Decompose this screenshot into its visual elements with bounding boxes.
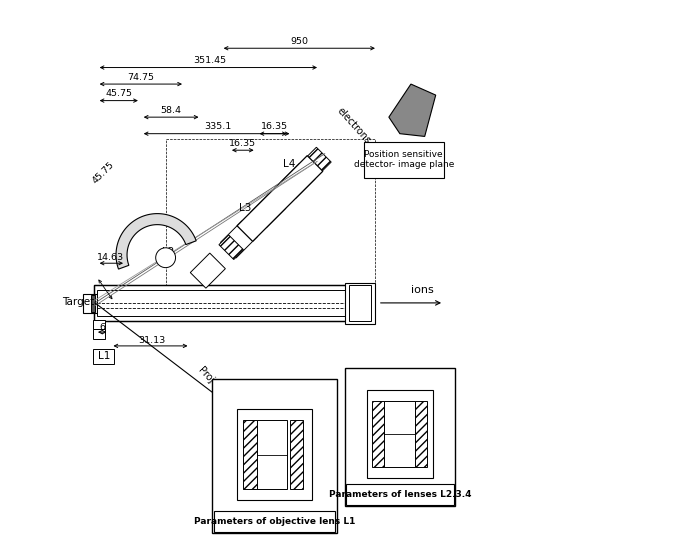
Text: 950: 950	[290, 37, 308, 45]
Text: 6: 6	[99, 323, 105, 332]
Text: Target: Target	[62, 297, 94, 307]
Text: L4: L4	[283, 159, 296, 169]
Text: L1: L1	[98, 351, 110, 361]
Bar	[190, 253, 225, 288]
Text: 16.35: 16.35	[229, 138, 256, 147]
Text: ions: ions	[411, 285, 433, 295]
FancyBboxPatch shape	[345, 368, 455, 506]
Text: Ø50.0: Ø50.0	[432, 418, 441, 444]
Bar	[92, 295, 94, 312]
Bar	[289, 420, 304, 489]
Bar	[415, 401, 427, 467]
Bar	[345, 283, 375, 324]
Text: Ø50.0: Ø50.0	[307, 446, 316, 472]
Polygon shape	[389, 84, 435, 136]
Circle shape	[155, 248, 176, 268]
Bar	[238, 409, 312, 500]
Bar	[237, 156, 323, 242]
PathPatch shape	[116, 214, 197, 269]
Text: electrons: electrons	[335, 105, 372, 146]
Bar	[384, 401, 415, 467]
Text: 74.75: 74.75	[127, 73, 154, 82]
Text: Ø35.56: Ø35.56	[216, 443, 225, 475]
Text: 5.0: 5.0	[392, 486, 407, 495]
Text: 16.35: 16.35	[260, 122, 288, 131]
Text: Position sensitive
detector- image plane: Position sensitive detector- image plane	[353, 150, 454, 170]
Bar	[93, 320, 105, 330]
FancyBboxPatch shape	[213, 379, 336, 534]
Text: 351.45: 351.45	[193, 56, 226, 65]
Text: 1.5: 1.5	[297, 401, 312, 409]
Bar	[94, 285, 369, 321]
FancyBboxPatch shape	[346, 484, 454, 505]
Bar	[256, 420, 287, 489]
Text: 335.1: 335.1	[205, 122, 232, 131]
Text: Ø3.0: Ø3.0	[245, 493, 254, 514]
Text: L2: L2	[162, 247, 174, 257]
Text: Projectiles: Projectiles	[196, 366, 238, 409]
Text: 1.5: 1.5	[238, 401, 253, 409]
Bar	[97, 290, 367, 316]
Bar	[251, 193, 286, 228]
FancyBboxPatch shape	[364, 142, 444, 178]
Bar	[367, 390, 433, 478]
Text: Parameters of lenses L2.3.4: Parameters of lenses L2.3.4	[328, 490, 471, 499]
Bar	[94, 285, 369, 321]
Bar	[248, 206, 273, 230]
Bar	[93, 330, 105, 338]
Bar	[307, 147, 331, 172]
Text: 1.5: 1.5	[420, 388, 435, 397]
Bar	[372, 401, 384, 467]
Bar	[349, 285, 371, 321]
Text: Ø6.0: Ø6.0	[287, 449, 296, 469]
Text: Ø35.56: Ø35.56	[347, 421, 356, 453]
Text: Parameters of objective lens L1: Parameters of objective lens L1	[194, 517, 355, 526]
Bar	[243, 420, 256, 489]
Bar	[280, 163, 315, 198]
Text: L3: L3	[240, 203, 252, 213]
Text: 14.63: 14.63	[97, 253, 124, 262]
Bar	[277, 177, 302, 201]
Text: 45.75: 45.75	[90, 160, 116, 185]
Bar	[219, 235, 244, 259]
Text: 45.75: 45.75	[105, 89, 133, 98]
Text: 6.38: 6.38	[389, 380, 411, 389]
Text: Ø6.0: Ø6.0	[414, 421, 423, 442]
Text: 6.38: 6.38	[264, 393, 285, 402]
Text: 5.0: 5.0	[267, 512, 282, 521]
Bar	[83, 294, 97, 313]
FancyBboxPatch shape	[213, 511, 335, 532]
Bar	[221, 221, 258, 258]
FancyBboxPatch shape	[94, 348, 114, 364]
Text: 58.4: 58.4	[161, 106, 182, 115]
Text: 31.13: 31.13	[138, 336, 166, 345]
Text: 1.5: 1.5	[367, 388, 382, 397]
